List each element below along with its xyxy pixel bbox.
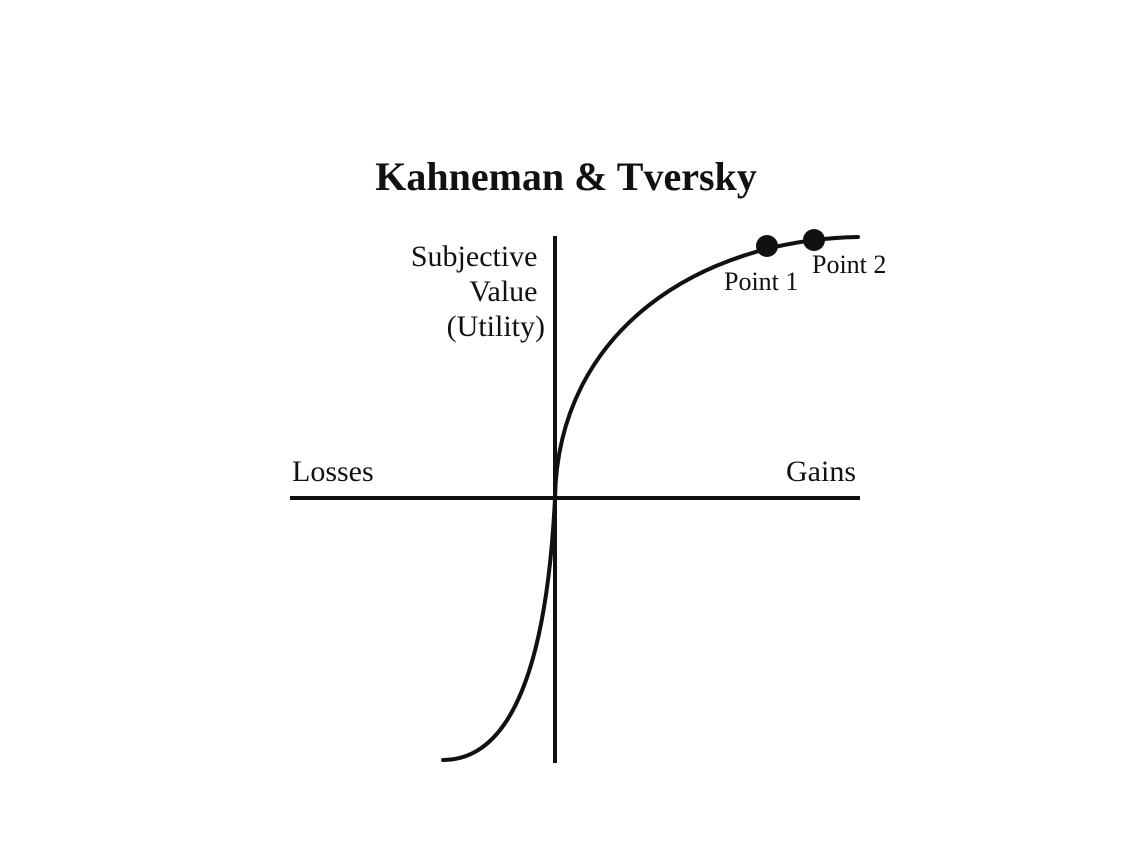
diagram-title: Kahneman & Tversky <box>375 154 757 199</box>
value-function-losses-curve <box>441 496 557 762</box>
y-axis-label-line-1: Subjective <box>411 240 538 273</box>
value-function-gains-curve <box>553 235 860 500</box>
y-axis-label-line-3: (Utility) <box>447 310 545 343</box>
y-axis-label-line-2: Value <box>469 275 537 308</box>
y-axis-label: Subjective Value (Utility) <box>411 240 545 343</box>
gains-label: Gains <box>786 455 856 488</box>
point-2-marker <box>803 229 825 251</box>
losses-label: Losses <box>292 455 374 488</box>
point-2-label: Point 2 <box>812 250 886 279</box>
point-1-label: Point 1 <box>724 267 798 296</box>
point-1-marker <box>756 235 778 257</box>
